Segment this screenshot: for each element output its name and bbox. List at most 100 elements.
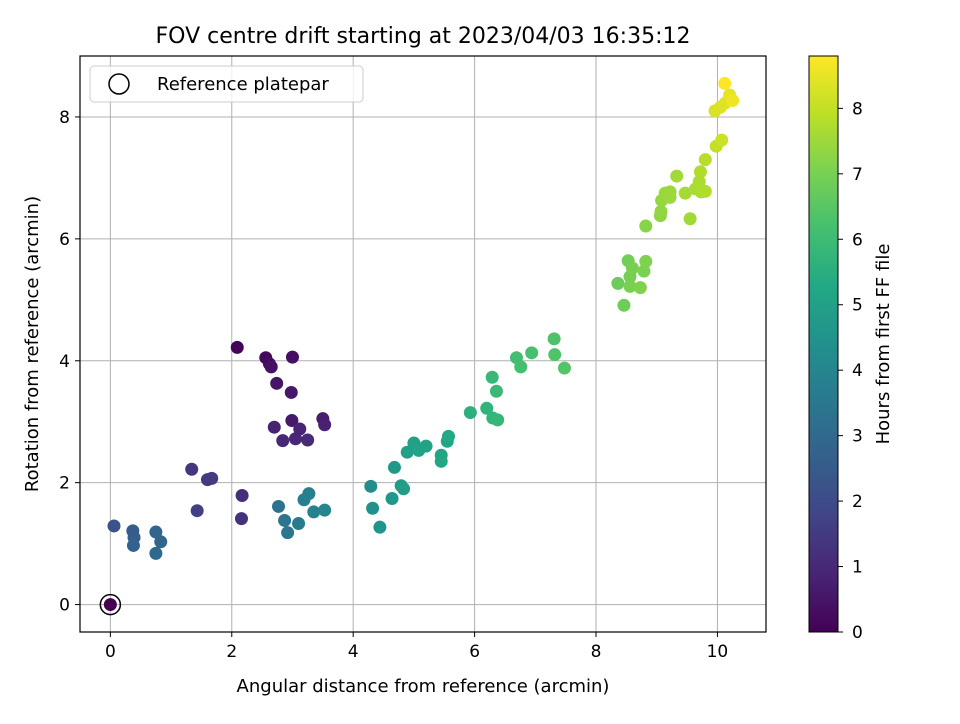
legend-open-circle-icon (108, 73, 130, 95)
data-point (205, 471, 219, 485)
colorbar-tick-label: 8 (852, 99, 863, 119)
data-point (264, 360, 278, 374)
data-point (267, 420, 281, 434)
reference-marker (99, 593, 122, 616)
data-point (289, 432, 303, 446)
data-point (185, 462, 199, 476)
data-point (278, 513, 292, 527)
data-point (548, 348, 562, 362)
x-axis-ticks: 0 2 4 6 8 10 (105, 632, 728, 662)
data-point (419, 439, 433, 453)
data-point (281, 526, 295, 540)
data-point (693, 165, 707, 179)
data-point (285, 350, 299, 364)
colorbar-tick-label: 6 (852, 230, 863, 250)
data-point (698, 184, 712, 198)
data-point (284, 385, 298, 399)
data-point (276, 434, 290, 448)
data-point (318, 418, 332, 432)
colorbar-gradient (808, 55, 839, 633)
data-point (726, 93, 740, 107)
data-point (235, 488, 249, 502)
y-axis-label: Rotation from reference (arcmin) (22, 196, 43, 492)
data-point (387, 460, 401, 474)
data-point (397, 482, 411, 496)
data-point (190, 504, 204, 518)
data-point (639, 219, 653, 233)
data-point (639, 254, 653, 268)
data-point (234, 512, 248, 526)
reference-platepar-marker (99, 593, 122, 616)
x-tick-label: 4 (348, 642, 359, 662)
data-point (678, 186, 692, 200)
colorbar-tick-label: 1 (852, 558, 863, 578)
data-point (373, 520, 387, 534)
data-point (318, 503, 332, 517)
data-point (525, 346, 539, 360)
legend-box (89, 65, 364, 103)
y-tick-label: 2 (59, 474, 70, 494)
data-point (491, 413, 505, 427)
data-point (617, 298, 631, 312)
data-point (633, 281, 647, 295)
data-point (302, 487, 316, 501)
colorbar-ticks: 0 1 2 3 4 5 6 7 8 (838, 99, 863, 643)
data-point (663, 190, 677, 204)
data-point (692, 175, 706, 189)
x-tick-label: 2 (226, 642, 237, 662)
legend: Reference platepar (89, 65, 364, 103)
y-tick-label: 6 (59, 230, 70, 250)
data-point (654, 204, 668, 218)
data-point (107, 519, 121, 533)
data-point (557, 361, 571, 375)
data-point (547, 332, 561, 346)
data-point (149, 525, 163, 539)
data-point (698, 153, 712, 167)
colorbar-tick-label: 0 (852, 623, 863, 643)
data-point (715, 133, 729, 147)
colorbar-tick-label: 4 (852, 361, 863, 381)
colorbar-tick-label: 2 (852, 492, 863, 512)
y-axis-ticks: 0 2 4 6 8 (59, 108, 80, 616)
data-point (364, 479, 378, 493)
data-point (301, 433, 315, 447)
data-point (683, 212, 697, 226)
data-point (463, 406, 477, 420)
colorbar-tick-label: 7 (852, 165, 863, 185)
data-point (230, 340, 244, 354)
data-point (149, 546, 163, 560)
data-point (718, 76, 732, 90)
colorbar-tick-label: 3 (852, 427, 863, 447)
data-point (385, 492, 399, 506)
data-point (292, 517, 306, 531)
x-tick-label: 6 (469, 642, 480, 662)
x-tick-label: 8 (591, 642, 602, 662)
data-point (480, 401, 494, 415)
data-point (307, 505, 321, 519)
y-tick-label: 0 (59, 596, 70, 616)
y-tick-label: 4 (59, 352, 70, 372)
data-point (485, 370, 499, 384)
data-point (670, 169, 684, 183)
x-tick-label: 0 (105, 642, 116, 662)
y-tick-label: 8 (59, 108, 70, 128)
data-point (154, 535, 168, 549)
data-point (285, 413, 299, 427)
colorbar-label: Hours from first FF file (873, 244, 894, 445)
data-point (434, 454, 448, 468)
data-point (270, 376, 284, 390)
data-point (611, 276, 625, 290)
data-points (103, 76, 740, 612)
data-point (272, 499, 286, 513)
data-point (514, 360, 528, 374)
data-point (103, 598, 117, 612)
data-point (293, 422, 307, 436)
data-point (366, 501, 380, 515)
data-point (400, 445, 414, 459)
plot-frame (79, 55, 767, 633)
data-point (126, 538, 140, 552)
data-point (441, 429, 455, 443)
colorbar-tick-label: 5 (852, 296, 863, 316)
